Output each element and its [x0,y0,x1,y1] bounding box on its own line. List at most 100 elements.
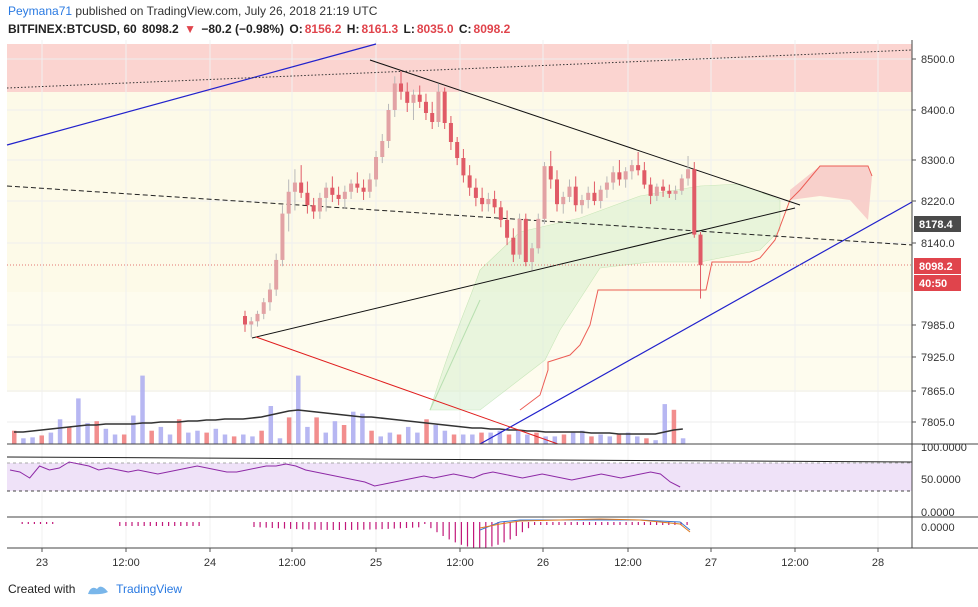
candle-body [667,190,672,194]
dotted-resistance-line [6,49,913,89]
macd-level-label: 0.0000 [921,522,955,534]
price-badge [914,258,961,274]
symbol-info: BITFINEX:BTCUSD, 60 8098.2 ▼ −80.2 (−0.9… [8,22,512,36]
candle-body [243,316,247,325]
volume-bar [351,411,356,444]
low-label: L: [403,22,415,36]
price-badge [914,275,961,291]
footer: Created with TradingView [8,582,182,596]
volume-bar [396,434,402,444]
publish-info: Peymana71 published on TradingView.com, … [8,4,377,18]
volume-bar [30,437,35,444]
volume-bar [195,430,200,444]
price-tick-label: 8400.0 [921,105,955,117]
price-badge-label: 8178.4 [919,219,954,231]
candle-body [436,91,441,122]
author-link[interactable]: Peymana71 [8,4,73,18]
volume-bar [369,430,374,444]
time-tick-label: 12:00 [278,557,306,569]
tradingview-link[interactable]: TradingView [116,582,183,596]
volume-bar [305,426,310,444]
candle-body [598,189,603,201]
candle-body [261,302,266,314]
candle-body [661,186,666,191]
macd-pane [21,518,691,548]
volume-bar [662,404,668,444]
volume-bar [21,438,26,444]
rsi-level-label: 50.0000 [921,474,961,486]
candle-body [561,196,566,205]
red-trendline [255,336,559,445]
time-tick-label: 12:00 [614,557,642,569]
volume-bar [506,434,512,444]
volume-bar [76,398,81,444]
candle-body [505,219,510,238]
candle-body [367,179,372,192]
time-tick-label: 24 [204,557,216,569]
trendlines [6,43,913,445]
cloud-red [790,166,872,220]
volume-bar [616,434,622,444]
volume-bar [341,425,347,444]
volume-bar [598,434,603,444]
high-label: H: [346,22,360,36]
volume-bar [167,434,173,444]
time-tick-label: 26 [537,557,549,569]
candle-body [342,191,347,199]
price-tick-label: 8300.0 [921,155,955,167]
candle-body [498,207,503,220]
volume-bar [222,434,228,444]
volume-bar [552,436,558,444]
candle-body [292,182,297,192]
candle-body [586,192,591,200]
candle-body [592,192,597,201]
time-axis: 23 12:00 24 12:00 25 12:00 26 12:00 27 12:00 28 [36,548,884,569]
candle-body [642,170,647,185]
volume-bar [442,430,448,444]
candle-body [604,182,609,190]
candle-body [679,178,684,191]
candle-body [274,259,279,290]
volume-bar [241,434,246,444]
candle-body [629,165,634,172]
candle-body [530,248,535,263]
candle-body [280,213,285,260]
candle-body [392,83,397,110]
candle-body [636,165,641,171]
volume-bar [515,430,521,444]
volume-bar [85,423,90,444]
price-tick-label: 7805.0 [921,417,955,429]
volume-bar [39,435,44,444]
candle-body [305,192,310,206]
volume-bar [570,432,576,444]
candle-body [405,91,410,103]
volume-bar [323,432,329,444]
volume-bar [66,426,72,444]
candle-body [336,194,341,199]
price-tick-label: 8140.0 [921,238,955,250]
candle-body [442,91,447,123]
price-chart[interactable]: 8500.0 8400.0 8300.0 8220.0 8140.0 7985.0 7925… [0,0,978,580]
close-value: 8098.2 [473,22,511,36]
price-badges: 8178.4 8098.2 40:50 [914,216,961,291]
open-label: O: [289,22,303,36]
volume-bar [259,430,264,444]
volume-bar [277,438,283,444]
volume-bar [204,432,209,444]
candle-body [617,172,622,180]
volume-bar [250,436,255,444]
time-tick-label: 25 [370,557,382,569]
price-change: −80.2 (−0.98%) [201,22,285,36]
candle-body [455,142,460,158]
volume-bar [653,440,658,444]
candle-body [267,289,272,303]
candle-body [423,101,428,113]
down-arrow-icon: ▼ [184,22,196,36]
volume-bar [580,430,585,444]
price-badge [914,216,961,232]
candle-body [386,110,391,141]
volume-bar [48,432,54,444]
candle-body [299,182,304,193]
candle-body [654,186,659,196]
candle-body [255,313,260,322]
